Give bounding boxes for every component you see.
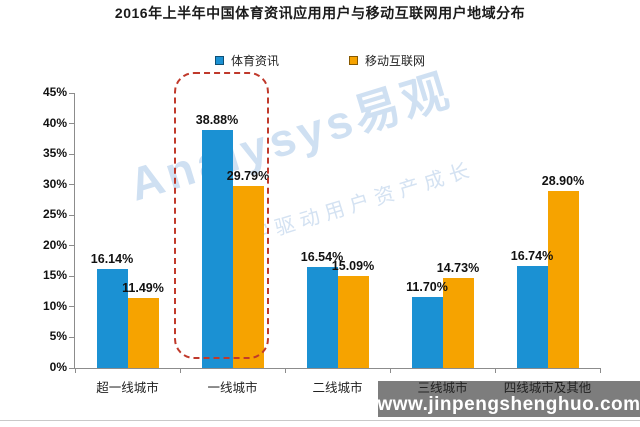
value-label: 29.79% [226, 168, 270, 183]
y-axis-tick [69, 92, 74, 94]
legend-label-mobile-internet: 移动互联网 [365, 54, 426, 68]
y-axis-tick-label: 35% [42, 146, 67, 161]
value-label: 38.88% [195, 113, 239, 128]
bar-移动互联网-四线城市及其他 [547, 191, 579, 368]
legend: 体育资讯 移动互联网 [0, 52, 640, 69]
y-axis-tick-label: 45% [42, 85, 67, 99]
y-axis-tick [69, 214, 74, 216]
bar-体育资讯-四线城市及其他 [516, 265, 548, 368]
x-axis-tick [600, 369, 601, 373]
legend-item-sports-news: 体育资讯 [214, 52, 279, 69]
x-axis-tick [495, 369, 496, 373]
legend-item-mobile-internet: 移动互联网 [349, 52, 425, 69]
x-axis-line [74, 368, 601, 369]
value-label: 16.14% [90, 252, 134, 267]
value-label: 28.90% [541, 174, 585, 189]
y-axis-tick [69, 184, 74, 186]
y-axis-tick-label: 20% [42, 237, 67, 252]
x-axis-tick [75, 369, 76, 373]
y-axis-tick [69, 153, 74, 155]
y-axis-tick [69, 123, 74, 125]
y-axis-tick-label: 25% [42, 207, 67, 222]
footer-watermark-bar: www.jinpengshenghuo.com [377, 381, 640, 417]
value-label: 16.74% [510, 248, 554, 263]
y-axis-tick [69, 245, 74, 247]
y-axis-line [74, 93, 75, 368]
bar-体育资讯-一线城市 [201, 130, 233, 368]
x-axis-label: 二线城市 [312, 381, 363, 395]
bar-移动互联网-二线城市 [337, 275, 369, 368]
bar-体育资讯-超一线城市 [96, 269, 128, 368]
bar-移动互联网-三线城市 [442, 277, 474, 368]
value-label: 11.49% [122, 280, 164, 295]
value-label: 11.70% [406, 279, 448, 294]
y-axis-tick-label: 30% [42, 176, 67, 191]
bar-移动互联网-一线城市 [232, 185, 264, 368]
y-axis-tick [69, 367, 74, 369]
chart-title: 2016年上半年中国体育资讯应用用户与移动互联网用户地域分布 [114, 5, 526, 21]
x-axis-label: 三线城市 [417, 381, 468, 395]
y-axis-tick-label: 5% [49, 329, 67, 344]
plot-area: 0% 5% 10% 15% 20% 25% 30% 35% 40% 45% 16.14% 11.49%… [43, 85, 601, 395]
x-axis-tick [180, 369, 181, 373]
bar-体育资讯-三线城市 [411, 296, 443, 368]
legend-swatch-blue [214, 56, 224, 65]
legend-swatch-orange [349, 56, 358, 65]
y-axis-tick-label: 15% [42, 268, 67, 283]
x-axis-label: 一线城市 [207, 381, 258, 395]
y-axis-tick [69, 275, 74, 277]
x-axis-tick [390, 369, 391, 373]
bottom-divider [0, 420, 640, 421]
x-axis-tick [285, 369, 286, 373]
value-label: 16.54% [300, 249, 344, 264]
y-axis-tick [69, 336, 74, 338]
x-axis-label: 四线城市及其他 [503, 381, 592, 395]
value-label: 15.09% [331, 258, 375, 273]
footer-url: www.jinpengshenghuo.com [377, 394, 640, 415]
y-axis-tick-label: 0% [49, 360, 67, 374]
x-axis-label: 超一线城市 [96, 381, 159, 395]
value-label: 14.73% [436, 260, 480, 275]
y-axis-tick-label: 40% [42, 115, 67, 130]
bar-移动互联网-超一线城市 [127, 297, 159, 368]
y-axis-tick-label: 10% [42, 298, 67, 313]
bar-体育资讯-二线城市 [306, 266, 338, 368]
legend-label-sports-news: 体育资讯 [230, 54, 279, 68]
y-axis-tick [69, 306, 74, 308]
